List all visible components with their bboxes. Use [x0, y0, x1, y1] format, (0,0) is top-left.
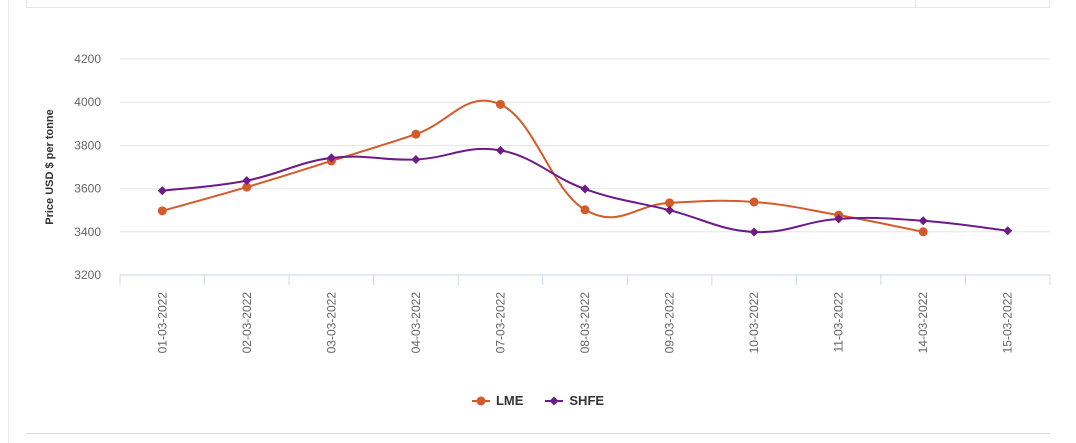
y-axis-label: Price USD $ per tonne [44, 109, 56, 225]
data-point-shfe[interactable] [326, 153, 336, 163]
x-tick-label: 08-03-2022 [578, 292, 592, 354]
y-tick-label: 3800 [74, 138, 101, 152]
legend-label: LME [495, 393, 524, 408]
x-tick-label: 07-03-2022 [493, 292, 507, 354]
x-tick-label: 10-03-2022 [747, 292, 761, 354]
data-point-lme[interactable] [157, 206, 167, 216]
data-point-lme[interactable] [665, 198, 675, 208]
data-point-lme[interactable] [918, 227, 928, 237]
x-tick-label: 09-03-2022 [663, 292, 677, 354]
legend-symbol-lme [471, 396, 490, 405]
legend-symbol-shfe [545, 396, 564, 405]
data-point-shfe[interactable] [495, 145, 505, 155]
data-point-shfe[interactable] [749, 227, 759, 237]
x-axis: 01-03-2022 02-03-2022 03-03-2022 04-03-2022… [119, 274, 1051, 354]
legend-item-lme[interactable]: LME [471, 393, 524, 408]
x-tick-label: 14-03-2022 [916, 292, 930, 354]
x-tick-label: 01-03-2022 [155, 292, 169, 354]
grid-lines [120, 58, 1050, 233]
data-point-shfe[interactable] [1003, 226, 1013, 236]
data-point-lme[interactable] [749, 197, 759, 207]
data-point-shfe[interactable] [918, 216, 928, 226]
series-shfe [157, 145, 1013, 237]
data-point-shfe[interactable] [580, 184, 590, 194]
y-tick-label: 4200 [74, 52, 101, 66]
data-point-shfe[interactable] [834, 214, 844, 224]
data-point-shfe[interactable] [242, 176, 252, 186]
series-line-lme [162, 99, 924, 233]
data-point-lme[interactable] [580, 205, 590, 215]
legend-item-shfe[interactable]: SHFE [545, 393, 604, 408]
y-axis-ticks: 3200 3400 3600 3800 4000 4200 [74, 52, 101, 282]
data-point-shfe[interactable] [665, 205, 675, 215]
bottom-frame-border [26, 433, 1050, 434]
y-tick-label: 3600 [74, 182, 101, 196]
data-point-shfe[interactable] [411, 154, 421, 164]
legend-label: SHFE [569, 393, 605, 408]
x-tick-label: 11-03-2022 [832, 292, 846, 353]
legend: LME SHFE [0, 393, 1076, 408]
x-tick-label: 03-03-2022 [324, 292, 338, 354]
x-tick-label: 02-03-2022 [240, 292, 254, 354]
top-frame-divider [915, 0, 916, 8]
y-tick-label: 3200 [74, 268, 101, 282]
x-tick-label: 15-03-2022 [1001, 292, 1015, 354]
y-tick-label: 4000 [74, 95, 101, 109]
data-point-lme[interactable] [411, 129, 421, 139]
data-point-lme[interactable] [495, 99, 505, 109]
left-frame-border [8, 0, 9, 443]
x-tick-label: 04-03-2022 [409, 292, 423, 354]
series-layer [157, 99, 1013, 237]
top-frame-panel [26, 0, 1050, 8]
y-tick-label: 3400 [74, 225, 101, 239]
data-point-lme[interactable] [242, 182, 252, 192]
data-point-shfe[interactable] [157, 186, 167, 196]
